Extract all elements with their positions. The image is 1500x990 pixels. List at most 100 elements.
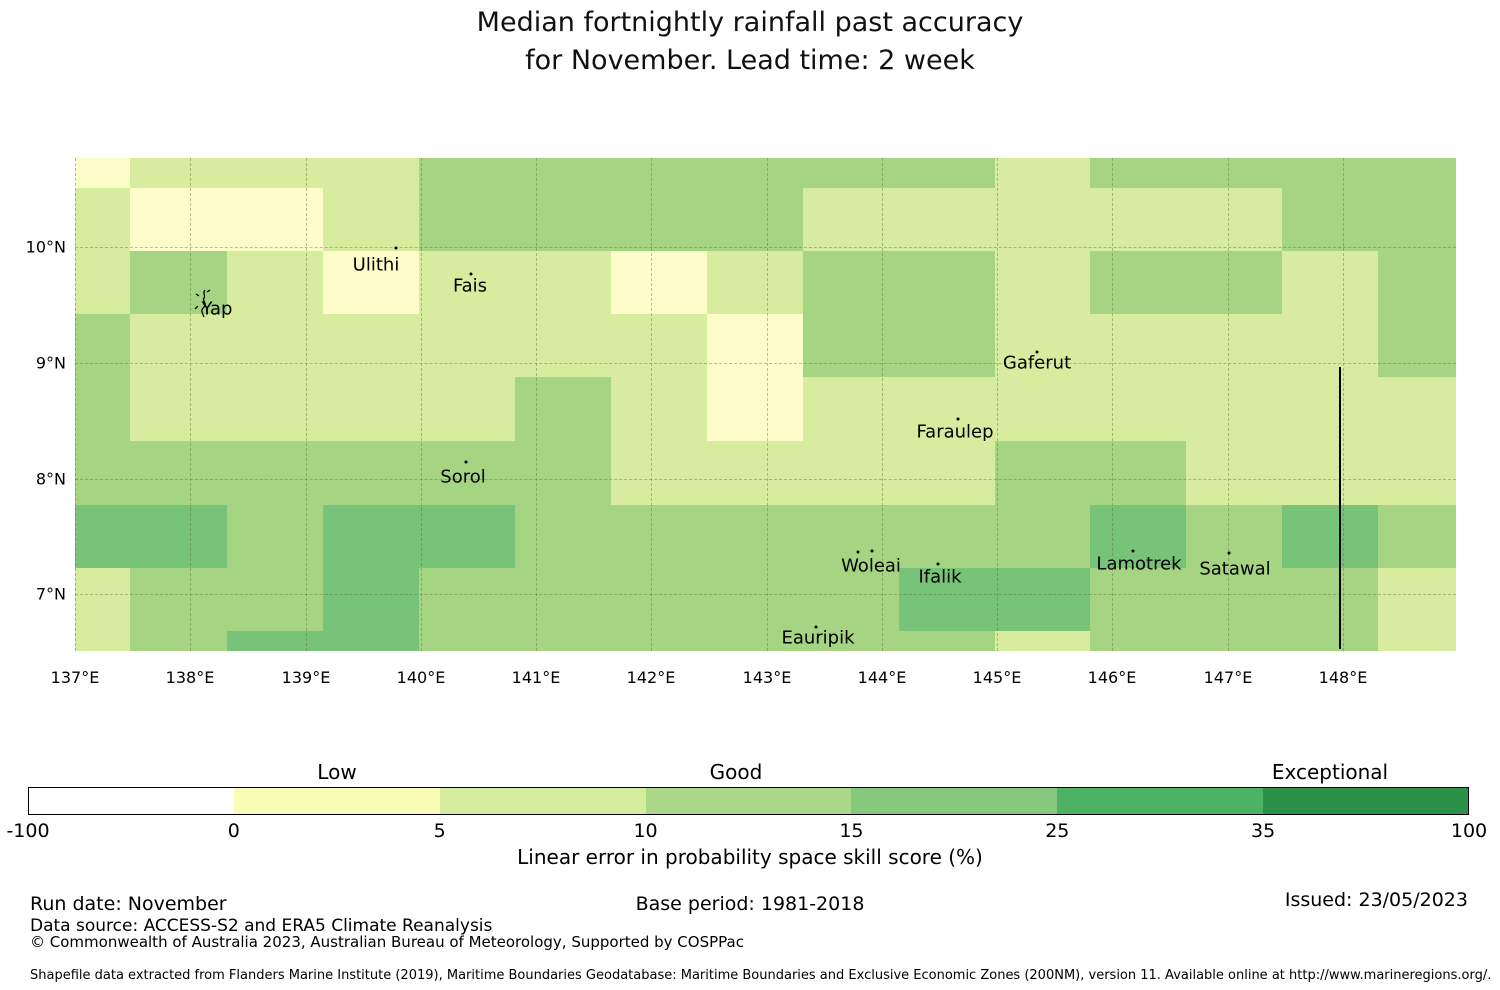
longitude-gridline [767, 158, 768, 651]
grid-cell [130, 441, 227, 505]
island-label-ifalik: Ifalik [918, 566, 962, 588]
grid-cell [803, 505, 899, 568]
x-axis-tick-label: 139°E [281, 668, 331, 687]
grid-cell [419, 314, 515, 377]
grid-cell [419, 568, 515, 631]
grid-cell [899, 505, 995, 568]
grid-cell [515, 631, 611, 651]
grid-cell [75, 568, 130, 631]
longitude-gridline [882, 158, 883, 651]
data-source-text: Data source: ACCESS-S2 and ERA5 Climate … [30, 916, 493, 936]
copyright-text: © Commonwealth of Australia 2023, Austra… [30, 933, 744, 951]
grid-cell [1186, 314, 1282, 377]
island-label-sorol: Sorol [440, 466, 486, 488]
maritime-boundary-line [1339, 367, 1341, 649]
grid-cell [899, 377, 995, 441]
grid-cell [130, 377, 227, 441]
grid-cell [707, 568, 803, 631]
grid-cell [1090, 568, 1186, 631]
x-axis-tick-label: 143°E [742, 668, 792, 687]
grid-cell [1378, 505, 1456, 568]
grid-cell [419, 158, 515, 188]
grid-cell [1090, 505, 1186, 568]
colorbar-segment [28, 787, 235, 815]
grid-cell [75, 631, 130, 651]
island-label-eauripik: Eauripik [781, 627, 855, 649]
colorbar-segment [1057, 787, 1264, 815]
x-axis-tick-label: 142°E [626, 668, 676, 687]
grid-cell [515, 568, 611, 631]
colorbar-tick-label: 15 [839, 820, 864, 842]
grid-cell [130, 568, 227, 631]
grid-cell [227, 158, 323, 188]
grid-cell [1186, 158, 1282, 188]
grid-cell [1282, 441, 1378, 505]
grid-cell [803, 441, 899, 505]
island-marker-dot [936, 562, 940, 566]
grid-cell [1090, 251, 1186, 314]
grid-cell [1090, 314, 1186, 377]
x-axis-tick-label: 146°E [1087, 668, 1137, 687]
x-axis-tick-label: 145°E [972, 668, 1022, 687]
latitude-gridline [75, 247, 1456, 248]
island-marker-dot [464, 460, 468, 464]
grid-cell [1186, 441, 1282, 505]
grid-cell [1090, 377, 1186, 441]
grid-cell [130, 251, 227, 314]
grid-cell [515, 441, 611, 505]
grid-cell [803, 631, 899, 651]
longitude-gridline [75, 158, 76, 651]
grid-cell [1282, 158, 1378, 188]
grid-cell [515, 158, 611, 188]
grid-cell [1090, 631, 1186, 651]
grid-cell [1186, 251, 1282, 314]
grid-cell [515, 314, 611, 377]
grid-cell [611, 568, 707, 631]
latitude-gridline [75, 479, 1456, 480]
colorbar-segment [233, 787, 441, 815]
grid-cell [323, 377, 419, 441]
grid-cell [803, 251, 899, 314]
colorbar-segment [439, 787, 647, 815]
grid-cell [75, 251, 130, 314]
longitude-gridline [1343, 158, 1344, 651]
grid-cell [1186, 505, 1282, 568]
grid-cell [515, 188, 611, 251]
longitude-gridline [190, 158, 191, 651]
grid-cell [1378, 314, 1456, 377]
colorbar-tick-label: 10 [633, 820, 658, 842]
longitude-gridline [536, 158, 537, 651]
grid-cell [611, 377, 707, 441]
colorbar-annotation-exceptional: Exceptional [1271, 760, 1389, 784]
grid-cell [803, 568, 899, 631]
grid-cell [130, 631, 227, 651]
grid-cell [995, 314, 1090, 377]
grid-cell [1378, 568, 1456, 631]
grid-cell [227, 441, 323, 505]
grid-cell [1282, 568, 1378, 631]
grid-cell [130, 505, 227, 568]
colorbar-frame [28, 787, 1469, 815]
grid-cell [515, 505, 611, 568]
grid-cell [75, 188, 130, 251]
base-period-text: Base period: 1981-2018 [635, 893, 865, 915]
grid-cell [803, 377, 899, 441]
island-marker-dot [870, 549, 874, 553]
y-axis-tick-label: 8°N [35, 469, 66, 489]
grid-cell [130, 158, 227, 188]
grid-cell [707, 631, 803, 651]
colorbar-tick-label: 100 [1450, 820, 1488, 842]
grid-cell [995, 188, 1090, 251]
grid-cell [707, 188, 803, 251]
grid-cell [1378, 377, 1456, 441]
run-date-text: Run date: November [30, 893, 227, 915]
chart-title-line1: Median fortnightly rainfall past accurac… [476, 7, 1024, 38]
grid-cell [130, 314, 227, 377]
y-axis-tick-label: 7°N [35, 584, 66, 604]
grid-cell [419, 441, 515, 505]
island-marker-dot [469, 272, 473, 276]
island-marker-dot [814, 625, 818, 629]
grid-cell [995, 441, 1090, 505]
colorbar-tick-label: 0 [227, 820, 240, 842]
